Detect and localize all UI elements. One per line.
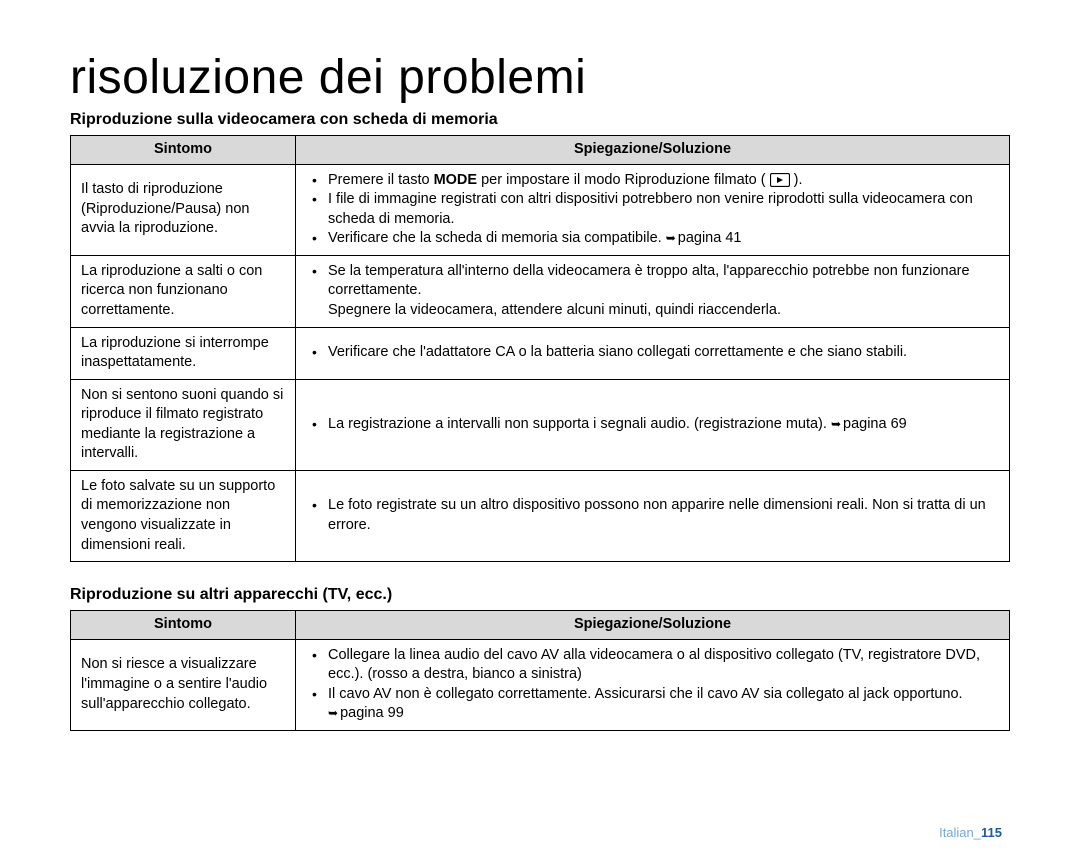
table-row: Non si riesce a visualizzare l'immagine … bbox=[71, 639, 1010, 730]
table1-header-symptom: Sintomo bbox=[71, 136, 296, 165]
solution-cell: Verificare che l'adattatore CA o la batt… bbox=[296, 327, 1010, 379]
solution-item: Il cavo AV non è collegato correttamente… bbox=[306, 685, 999, 724]
page-footer: Italian_115 bbox=[939, 825, 1002, 840]
table-playback-camcorder: Sintomo Spiegazione/Soluzione Il tasto d… bbox=[70, 135, 1010, 562]
page-reference: pagina 99 bbox=[328, 705, 404, 721]
symptom-cell: Le foto salvate su un supporto di memori… bbox=[71, 470, 296, 561]
solution-cell: Premere il tasto MODE per impostare il m… bbox=[296, 164, 1010, 255]
solution-item: Premere il tasto MODE per impostare il m… bbox=[306, 171, 999, 191]
footer-language: Italian bbox=[939, 825, 974, 840]
section2-title: Riproduzione su altri apparecchi (TV, ec… bbox=[70, 586, 1010, 604]
solution-item: Verificare che l'adattatore CA o la batt… bbox=[306, 343, 999, 363]
table-row: Non si sentono suoni quando si riproduce… bbox=[71, 379, 1010, 470]
solution-cell: Se la temperatura all'interno della vide… bbox=[296, 255, 1010, 327]
footer-page-number: 115 bbox=[981, 825, 1002, 840]
page-reference: pagina 41 bbox=[666, 230, 742, 246]
symptom-cell: Non si sentono suoni quando si riproduce… bbox=[71, 379, 296, 470]
table2-header-solution: Spiegazione/Soluzione bbox=[296, 611, 1010, 640]
page-reference: pagina 69 bbox=[831, 416, 907, 432]
solution-item: I file di immagine registrati con altri … bbox=[306, 190, 999, 229]
symptom-cell: La riproduzione si interrompe inaspettat… bbox=[71, 327, 296, 379]
table2-header-symptom: Sintomo bbox=[71, 611, 296, 640]
solution-cell: Collegare la linea audio del cavo AV all… bbox=[296, 639, 1010, 730]
table-row: La riproduzione si interrompe inaspettat… bbox=[71, 327, 1010, 379]
table-row: Le foto salvate su un supporto di memori… bbox=[71, 470, 1010, 561]
solution-item: Collegare la linea audio del cavo AV all… bbox=[306, 646, 999, 685]
table-playback-other-devices: Sintomo Spiegazione/Soluzione Non si rie… bbox=[70, 610, 1010, 731]
solution-cell: Le foto registrate su un altro dispositi… bbox=[296, 470, 1010, 561]
solution-item: Verificare che la scheda di memoria sia … bbox=[306, 229, 999, 249]
section1-title: Riproduzione sulla videocamera con sched… bbox=[70, 111, 1010, 129]
page-title: risoluzione dei problemi bbox=[70, 50, 1010, 105]
table-row: La riproduzione a salti o con ricerca no… bbox=[71, 255, 1010, 327]
symptom-cell: La riproduzione a salti o con ricerca no… bbox=[71, 255, 296, 327]
solution-item: Se la temperatura all'interno della vide… bbox=[306, 262, 999, 301]
solution-item: Le foto registrate su un altro dispositi… bbox=[306, 496, 999, 535]
solution-cell: La registrazione a intervalli non suppor… bbox=[296, 379, 1010, 470]
solution-item: La registrazione a intervalli non suppor… bbox=[306, 415, 999, 435]
table1-header-solution: Spiegazione/Soluzione bbox=[296, 136, 1010, 165]
symptom-cell: Non si riesce a visualizzare l'immagine … bbox=[71, 639, 296, 730]
table-row: Il tasto di riproduzione (Riproduzione/P… bbox=[71, 164, 1010, 255]
symptom-cell: Il tasto di riproduzione (Riproduzione/P… bbox=[71, 164, 296, 255]
